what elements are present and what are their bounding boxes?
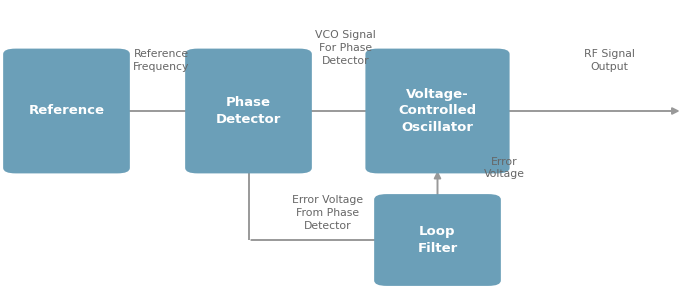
Text: Error
Voltage: Error Voltage	[484, 157, 524, 179]
FancyBboxPatch shape	[374, 194, 501, 286]
Text: Reference: Reference	[29, 104, 104, 118]
Text: Loop
Filter: Loop Filter	[417, 225, 458, 255]
Text: Phase
Detector: Phase Detector	[216, 96, 281, 126]
Text: RF Signal
Output: RF Signal Output	[584, 49, 634, 72]
Text: Reference
Frequency: Reference Frequency	[133, 49, 189, 72]
FancyBboxPatch shape	[4, 49, 130, 173]
Text: Voltage-
Controlled
Oscillator: Voltage- Controlled Oscillator	[398, 88, 477, 134]
FancyBboxPatch shape	[365, 49, 510, 173]
FancyBboxPatch shape	[185, 49, 312, 173]
Text: Error Voltage
From Phase
Detector: Error Voltage From Phase Detector	[292, 195, 363, 231]
Text: VCO Signal
For Phase
Detector: VCO Signal For Phase Detector	[316, 30, 376, 66]
